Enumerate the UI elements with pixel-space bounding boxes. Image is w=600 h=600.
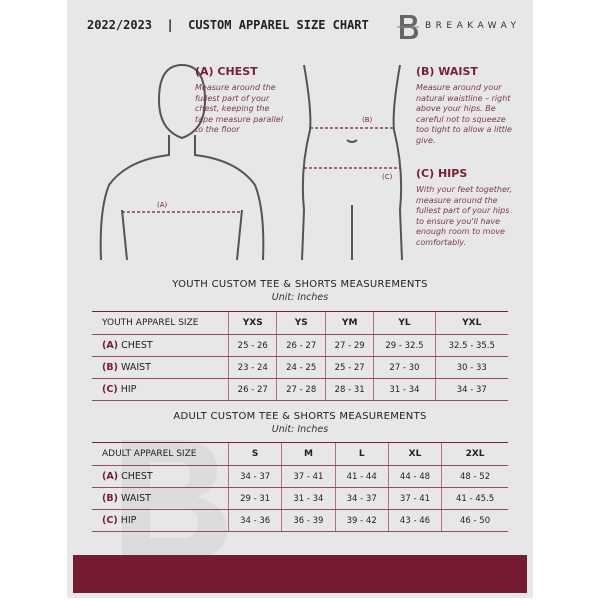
- row-code: (C): [102, 515, 118, 526]
- table-cell: 43 - 46: [387, 509, 442, 532]
- header-cell: YL: [373, 311, 436, 335]
- page-title: 2022/2023 | CUSTOM APPAREL SIZE CHART: [87, 18, 369, 32]
- table-row: (B) WAIST 29 - 31 31 - 34 34 - 37 37 - 41 41 …: [92, 487, 508, 510]
- header-cell: L: [334, 442, 389, 466]
- row-label: (A) CHEST: [92, 334, 229, 357]
- row-name: CHEST: [121, 471, 153, 482]
- table-cell: 46 - 50: [441, 509, 508, 532]
- row-label: (C) HIP: [92, 378, 229, 401]
- header-cell: YS: [276, 311, 326, 335]
- table-cell: 26 - 27: [227, 378, 277, 401]
- table-row: (A) CHEST 34 - 37 37 - 41 41 - 44 44 - 48 48 …: [92, 465, 508, 488]
- table-cell: 34 - 37: [227, 465, 282, 488]
- table-cell: 25 - 26: [227, 334, 277, 357]
- hips-heading: (C) HIPS: [416, 167, 468, 180]
- adult-unit: Unit: Inches: [271, 424, 329, 435]
- row-name: WAIST: [120, 493, 151, 504]
- chest-heading: (A) CHEST: [195, 65, 258, 78]
- row-name: CHEST: [121, 340, 153, 351]
- table-cell: 27 - 28: [276, 378, 326, 401]
- row-label: (B) WAIST: [92, 487, 229, 510]
- table-cell: 27 - 30: [373, 356, 436, 379]
- adult-size-table: ADULT APPAREL SIZE S M L XL 2XL (A) CHEST 34 - …: [92, 442, 508, 532]
- row-code: (C): [102, 384, 118, 395]
- table-row: (C) HIP 34 - 36 36 - 39 39 - 42 43 - 46 46 - …: [92, 509, 508, 532]
- table-cell: 25 - 27: [324, 356, 374, 379]
- table-row: (A) CHEST 25 - 26 26 - 27 27 - 29 29 - 32.5 3…: [92, 334, 508, 357]
- lower-body-figure: (B) (C): [301, 64, 403, 261]
- table-cell: 24 - 25: [276, 356, 326, 379]
- row-code: (A): [102, 340, 119, 351]
- table-header-row: YOUTH APPAREL SIZE YXS YS YM YL YXL: [92, 311, 508, 335]
- youth-size-table: YOUTH APPAREL SIZE YXS YS YM YL YXL (A) CHEST 2…: [92, 311, 508, 401]
- waist-marker: (B): [362, 116, 373, 124]
- upper-body-figure: (A): [99, 63, 265, 261]
- row-name: HIP: [120, 384, 137, 395]
- table-cell: 41 - 45.5: [441, 487, 508, 510]
- table-cell: 48 - 52: [441, 465, 508, 488]
- chest-instructions: Measure around the fullest part of your …: [195, 83, 283, 134]
- brand-logo-icon: [397, 15, 419, 39]
- header-cell: S: [227, 442, 282, 466]
- header-cell: YM: [324, 311, 374, 335]
- footer-bar: [73, 555, 527, 593]
- header-cell: YXS: [227, 311, 277, 335]
- waist-heading: (B) WAIST: [416, 65, 478, 78]
- header-cell: M: [281, 442, 336, 466]
- table-cell: 37 - 41: [281, 465, 336, 488]
- table-cell: 30 - 33: [434, 356, 508, 379]
- header-cell: YOUTH APPAREL SIZE: [92, 311, 229, 335]
- hips-instructions: With your feet together, measure around …: [416, 185, 513, 247]
- brand-name: BREAKAWAY: [425, 21, 521, 31]
- table-cell: 27 - 29: [324, 334, 374, 357]
- youth-unit: Unit: Inches: [271, 292, 329, 303]
- size-chart-page: 2022/2023 | CUSTOM APPAREL SIZE CHART BR…: [67, 0, 533, 598]
- table-header-row: ADULT APPAREL SIZE S M L XL 2XL: [92, 442, 508, 466]
- header-cell: 2XL: [441, 442, 508, 466]
- header-cell: XL: [387, 442, 442, 466]
- table-row: (B) WAIST 23 - 24 24 - 25 25 - 27 27 - 30 30 …: [92, 356, 508, 379]
- row-code: (B): [102, 362, 118, 373]
- adult-section-title: ADULT CUSTOM TEE & SHORTS MEASUREMENTS: [173, 411, 427, 422]
- table-cell: 34 - 37: [334, 487, 389, 510]
- table-row: (C) HIP 26 - 27 27 - 28 28 - 31 31 - 34 34 - …: [92, 378, 508, 401]
- table-cell: 36 - 39: [281, 509, 336, 532]
- table-cell: 31 - 34: [281, 487, 336, 510]
- table-cell: 34 - 37: [434, 378, 508, 401]
- row-code: (B): [102, 493, 118, 504]
- row-label: (C) HIP: [92, 509, 229, 532]
- table-cell: 23 - 24: [227, 356, 277, 379]
- row-name: WAIST: [120, 362, 151, 373]
- table-cell: 41 - 44: [334, 465, 389, 488]
- table-cell: 39 - 42: [334, 509, 389, 532]
- table-cell: 44 - 48: [387, 465, 442, 488]
- table-cell: 29 - 31: [227, 487, 282, 510]
- table-cell: 31 - 34: [373, 378, 436, 401]
- table-cell: 29 - 32.5: [373, 334, 436, 357]
- row-name: HIP: [120, 515, 137, 526]
- table-cell: 28 - 31: [324, 378, 374, 401]
- chest-marker: (A): [157, 201, 168, 209]
- row-code: (A): [102, 471, 119, 482]
- header-cell: ADULT APPAREL SIZE: [92, 442, 229, 466]
- row-label: (A) CHEST: [92, 465, 229, 488]
- table-cell: 34 - 36: [227, 509, 282, 532]
- table-cell: 37 - 41: [387, 487, 442, 510]
- header-cell: YXL: [434, 311, 508, 335]
- hips-marker: (C): [382, 173, 393, 181]
- table-cell: 32.5 - 35.5: [434, 334, 508, 357]
- table-cell: 26 - 27: [276, 334, 326, 357]
- waist-instructions: Measure around your natural waistline – …: [416, 83, 512, 145]
- row-label: (B) WAIST: [92, 356, 229, 379]
- youth-section-title: YOUTH CUSTOM TEE & SHORTS MEASUREMENTS: [172, 279, 428, 290]
